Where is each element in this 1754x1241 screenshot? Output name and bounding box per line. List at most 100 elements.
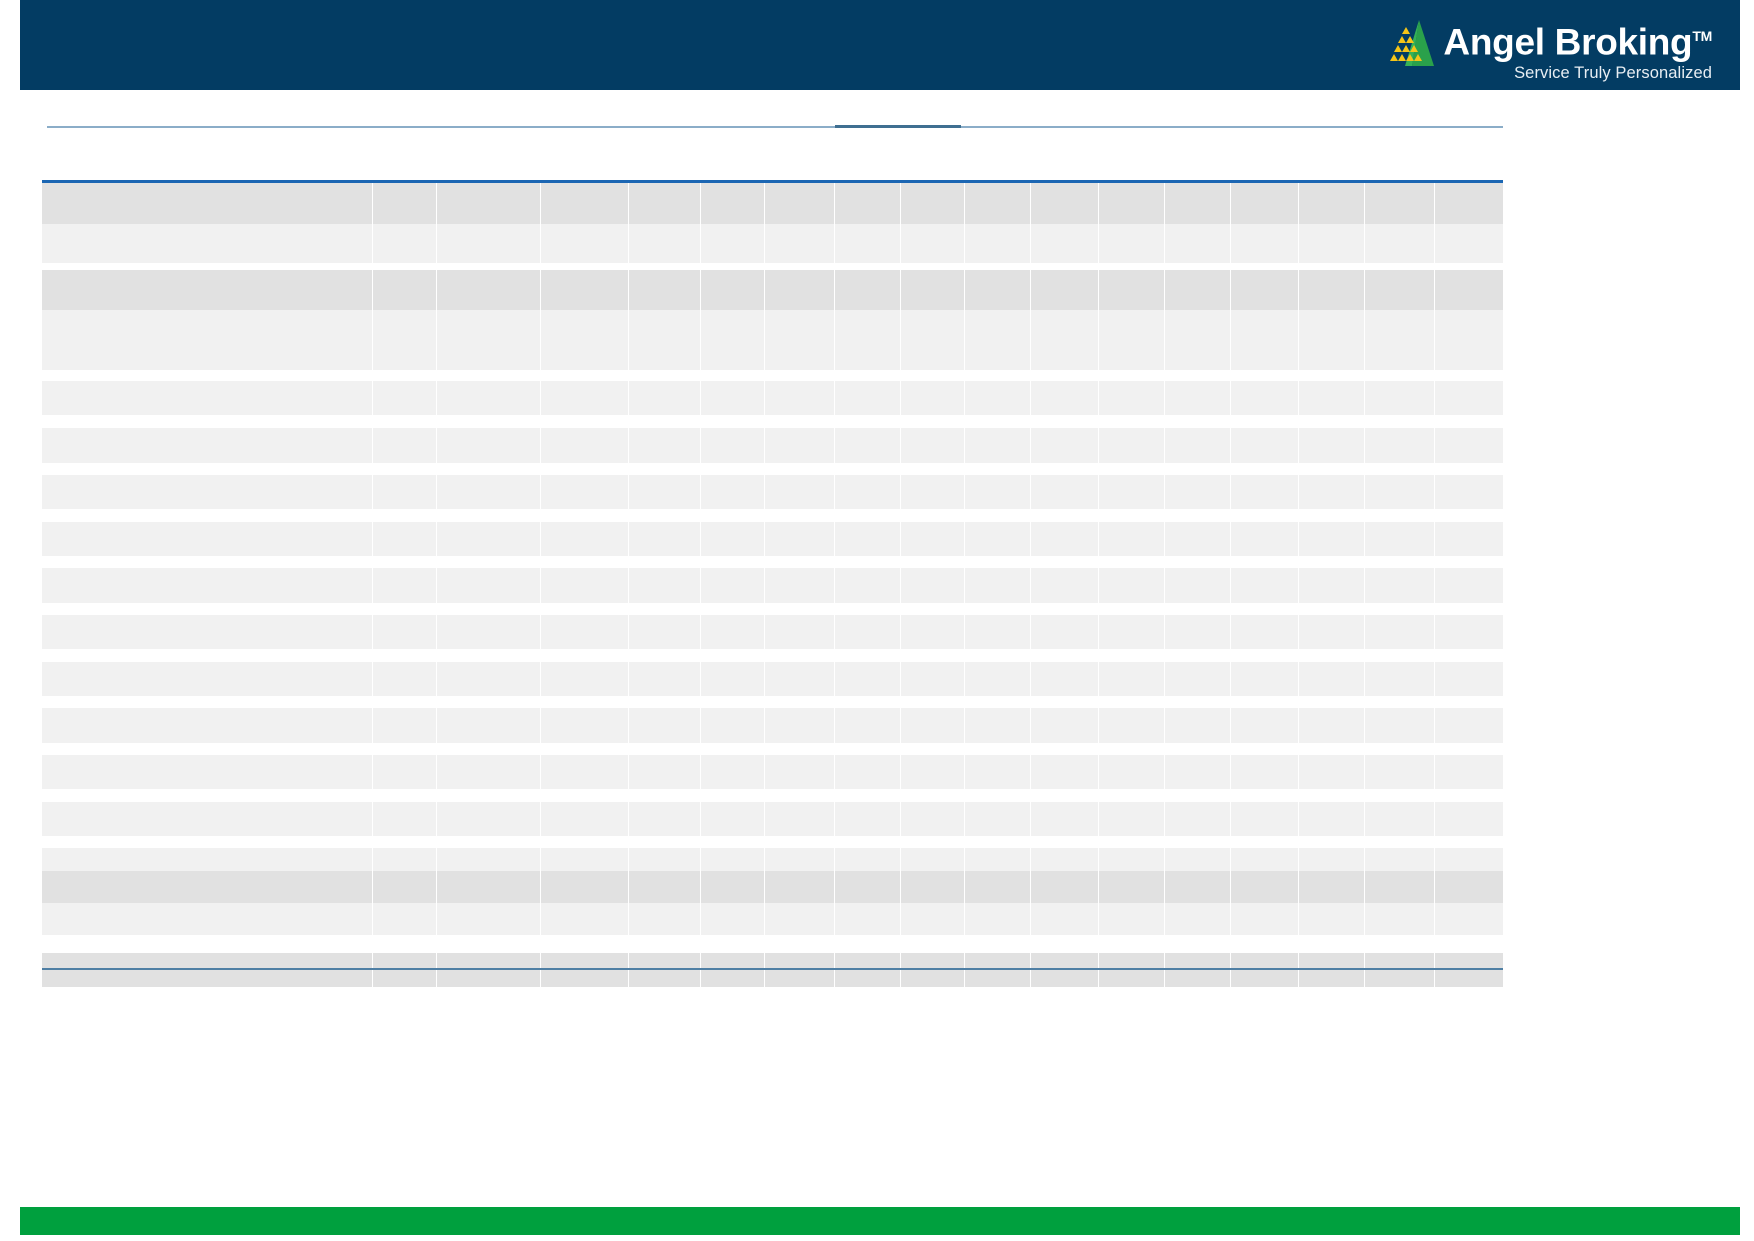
table-row <box>42 270 1503 310</box>
table-cell <box>700 381 764 415</box>
table-cell <box>1030 662 1098 696</box>
table-cell <box>1298 802 1364 836</box>
table-cell <box>1030 903 1098 935</box>
footer-band <box>20 1207 1740 1235</box>
brand-name-text: Angel Broking <box>1443 21 1693 63</box>
table-cell <box>700 848 764 883</box>
table-cell <box>372 662 436 696</box>
table-cell <box>1098 310 1164 347</box>
table-cell <box>628 755 700 789</box>
table-cell <box>1098 475 1164 509</box>
table-row <box>42 615 1503 649</box>
table-cell <box>1164 871 1230 903</box>
table-cell <box>436 708 540 743</box>
table-cell <box>1364 183 1434 224</box>
table-cell <box>1164 335 1230 370</box>
table-cell <box>1364 708 1434 743</box>
table-cell <box>1434 903 1503 935</box>
table-cell <box>42 662 372 696</box>
table-cell <box>834 755 900 789</box>
table-cell <box>900 708 964 743</box>
table-cell <box>1164 903 1230 935</box>
table-cell <box>1364 381 1434 415</box>
table-cell <box>764 903 834 935</box>
table-cell <box>1230 848 1298 883</box>
table-cell <box>964 802 1030 836</box>
table-cell <box>436 183 540 224</box>
table-cell <box>540 270 628 310</box>
table-cell <box>700 802 764 836</box>
table-cell <box>964 903 1030 935</box>
table-cell <box>1364 522 1434 556</box>
table-cell <box>900 522 964 556</box>
table-row <box>42 662 1503 696</box>
table-cell <box>1230 270 1298 310</box>
table-cell <box>540 224 628 263</box>
table-cell <box>1098 871 1164 903</box>
table-cell <box>1364 568 1434 603</box>
table-cell <box>764 755 834 789</box>
table-cell <box>372 310 436 347</box>
table-cell <box>1030 428 1098 463</box>
table-cell <box>1298 871 1364 903</box>
table-cell <box>900 310 964 347</box>
table-cell <box>764 224 834 263</box>
table-cell <box>42 335 372 370</box>
table-cell <box>1098 708 1164 743</box>
table-cell <box>1298 475 1364 509</box>
table-cell <box>964 310 1030 347</box>
table-cell <box>834 662 900 696</box>
table-cell <box>1030 802 1098 836</box>
table-cell <box>1298 270 1364 310</box>
table-cell <box>628 475 700 509</box>
table-cell <box>700 224 764 263</box>
table-row <box>42 903 1503 935</box>
table-cell <box>436 802 540 836</box>
table-cell <box>1364 428 1434 463</box>
table-cell <box>1298 428 1364 463</box>
table-cell <box>1434 335 1503 370</box>
table-cell <box>1030 183 1098 224</box>
table-cell <box>42 183 372 224</box>
table-row <box>42 755 1503 789</box>
table-cell <box>1298 183 1364 224</box>
table-cell <box>42 475 372 509</box>
table-cell <box>628 183 700 224</box>
table-row <box>42 224 1503 263</box>
table-cell <box>1364 615 1434 649</box>
table-cell <box>436 662 540 696</box>
table-cell <box>628 903 700 935</box>
table-cell <box>436 903 540 935</box>
table-cell <box>700 615 764 649</box>
table-cell <box>372 615 436 649</box>
table-cell <box>1098 755 1164 789</box>
table-cell <box>1030 270 1098 310</box>
table-cell <box>1298 755 1364 789</box>
table-cell <box>436 224 540 263</box>
table-cell <box>1434 183 1503 224</box>
table-cell <box>1164 183 1230 224</box>
table-cell <box>1434 615 1503 649</box>
table-cell <box>1434 428 1503 463</box>
table-cell <box>42 522 372 556</box>
table-cell <box>834 615 900 649</box>
table-cell <box>1298 310 1364 347</box>
table-cell <box>900 568 964 603</box>
table-row <box>42 381 1503 415</box>
table-cell <box>764 335 834 370</box>
table-cell <box>1434 662 1503 696</box>
table-row <box>42 802 1503 836</box>
table-cell <box>1298 708 1364 743</box>
table-cell <box>540 802 628 836</box>
table-cell <box>1030 871 1098 903</box>
table-rows-area <box>42 183 1503 987</box>
table-cell <box>1098 270 1164 310</box>
table-cell <box>764 568 834 603</box>
table-cell <box>372 568 436 603</box>
table-cell <box>540 428 628 463</box>
table-cell <box>42 802 372 836</box>
table-cell <box>372 802 436 836</box>
table-cell <box>834 848 900 883</box>
table-cell <box>1098 381 1164 415</box>
table-cell <box>764 475 834 509</box>
